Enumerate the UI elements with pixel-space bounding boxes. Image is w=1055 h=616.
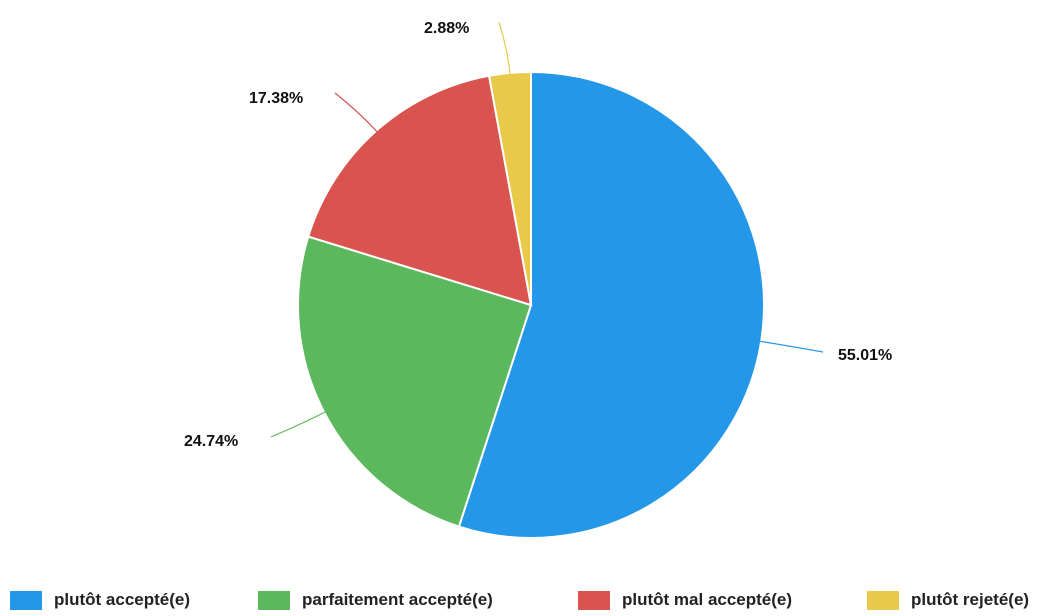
- legend-swatch: [867, 590, 899, 610]
- data-label-plutot-accepte: 55.01%: [838, 347, 892, 364]
- legend-swatch: [258, 590, 290, 610]
- legend-item-plutot-mal-accepte[interactable]: plutôt mal accepté(e): [578, 588, 792, 612]
- legend-label: plutôt mal accepté(e): [622, 590, 793, 609]
- pie-slices: [297, 70, 765, 539]
- data-label-plutot-rejete: 2.88%: [424, 20, 469, 37]
- legend-label: plutôt rejeté(e): [911, 590, 1030, 609]
- leader-line-1: [270, 410, 327, 438]
- legend-label: parfaitement accepté(e): [302, 590, 493, 609]
- leader-line-0: [759, 340, 824, 353]
- data-labels: 55.01% 24.74% 17.38% 2.88%: [184, 20, 892, 450]
- leader-line-3: [498, 21, 511, 75]
- legend-item-parfaitement-accepte[interactable]: parfaitement accepté(e): [258, 588, 493, 612]
- legend-item-plutot-rejete[interactable]: plutôt rejeté(e): [867, 588, 1029, 612]
- data-label-plutot-mal-accepte: 17.38%: [249, 90, 303, 107]
- legend-label: plutôt accepté(e): [54, 590, 191, 609]
- leader-line-2: [334, 92, 378, 133]
- data-label-parfaitement-accepte: 24.74%: [184, 433, 238, 450]
- leader-lines: [270, 21, 824, 438]
- legend-swatch: [10, 590, 42, 610]
- legend-item-plutot-accepte[interactable]: plutôt accepté(e): [10, 588, 190, 612]
- legend-swatch: [578, 590, 610, 610]
- legend: plutôt accepté(e) parfaitement accepté(e…: [10, 588, 1055, 612]
